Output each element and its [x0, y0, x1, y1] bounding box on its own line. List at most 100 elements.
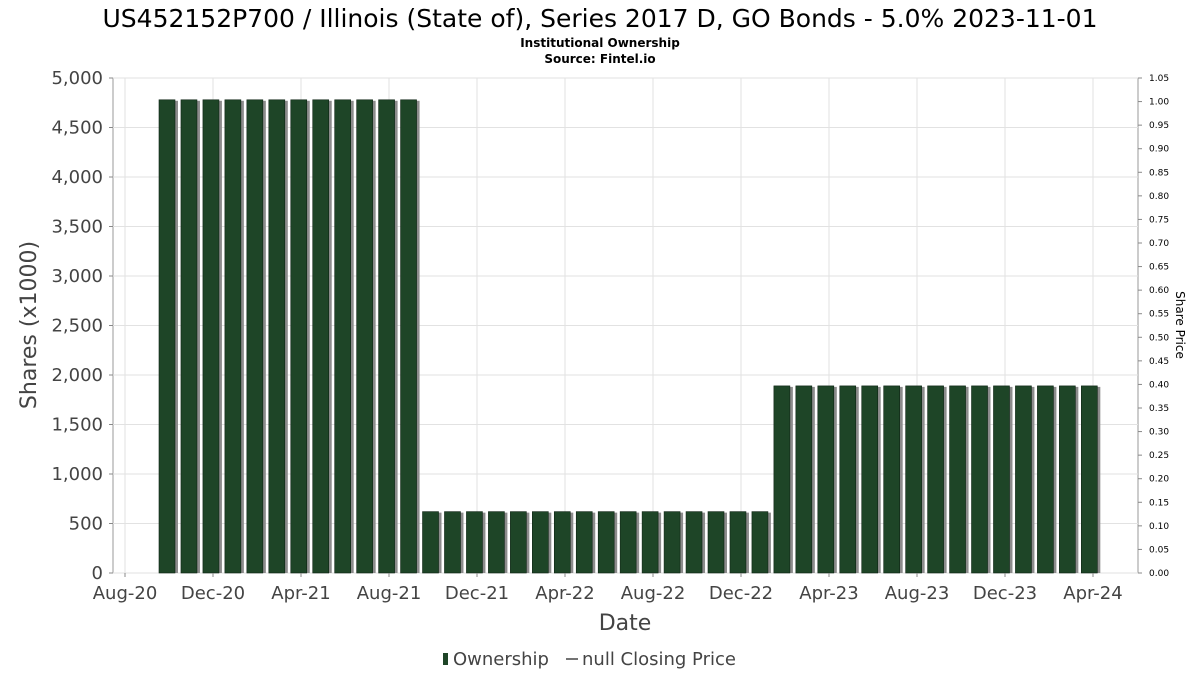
ownership-bar: [202, 99, 220, 574]
legend: Ownership null Closing Price: [443, 649, 736, 670]
ownership-bar: [422, 511, 439, 574]
y-tick-label: 2,000: [51, 365, 103, 386]
ownership-bar: [641, 511, 659, 574]
y-tick-label: 2,500: [51, 316, 103, 337]
ownership-bar: [334, 99, 351, 574]
x-axis-ticks: Aug-20 Dec-20 Apr-21 Aug-21 Dec-21 Apr-22 Aug-…: [93, 573, 1123, 604]
ownership-bar: [949, 385, 966, 574]
ownership-bar: [927, 385, 944, 574]
x-tick-label: Dec-21: [445, 583, 509, 604]
y2-axis-ticks: 0.00 0.05 0.10 0.15 0.20 0.25 0.30 0.35 0.40 0.45…: [1138, 74, 1169, 579]
legend-price-label: null Closing Price: [582, 649, 736, 670]
y-axis-label: Shares (x1000): [17, 241, 42, 409]
ownership-bar: [400, 99, 417, 574]
y-tick-label: 0: [92, 563, 103, 584]
chart-subtitle-2: Source: Fintel.io: [544, 52, 655, 66]
y2-tick-label: 0.25: [1149, 451, 1169, 461]
ownership-bar: [685, 511, 703, 574]
x-tick-label: Aug-22: [621, 583, 686, 604]
y2-tick-label: 0.75: [1149, 215, 1169, 225]
ownership-bar: [707, 511, 725, 574]
y-axis-ticks: 0 500 1,000 1,500 2,000 2,500 3,000 3,500 4,000 4…: [51, 68, 113, 584]
ownership-bar: [861, 385, 879, 574]
ownership-bar: [510, 511, 527, 574]
x-tick-label: Apr-21: [271, 583, 330, 604]
y2-tick-label: 0.95: [1149, 121, 1169, 131]
x-tick-label: Dec-23: [973, 583, 1037, 604]
y2-tick-label: 0.60: [1149, 286, 1169, 296]
y2-tick-label: 0.45: [1149, 357, 1169, 367]
ownership-bar: [663, 511, 681, 574]
x-tick-label: Apr-24: [1063, 583, 1122, 604]
chart-subtitle-1: Institutional Ownership: [520, 36, 680, 50]
y-tick-label: 1,500: [51, 415, 103, 436]
y2-tick-label: 0.80: [1149, 192, 1169, 202]
ownership-bar: [246, 99, 264, 574]
y2-tick-label: 1.05: [1149, 74, 1169, 84]
ownership-bar: [597, 511, 615, 574]
y-tick-label: 5,000: [51, 68, 103, 89]
ownership-bar: [180, 99, 198, 574]
y2-tick-label: 0.40: [1149, 380, 1169, 390]
ownership-bar: [839, 385, 857, 574]
ownership-bar: [466, 511, 483, 574]
y2-tick-label: 0.10: [1149, 522, 1169, 532]
ownership-bar: [224, 99, 242, 574]
legend-ownership-label: Ownership: [453, 649, 549, 670]
y2-tick-label: 0.55: [1149, 310, 1169, 320]
x-tick-label: Dec-20: [181, 583, 245, 604]
y-tick-label: 4,500: [51, 118, 103, 139]
ownership-bar: [773, 385, 791, 574]
y2-tick-label: 0.90: [1149, 145, 1169, 155]
y2-axis-label: Share Price: [1173, 291, 1187, 359]
y2-tick-label: 0.50: [1149, 333, 1169, 343]
ownership-bar: [795, 385, 813, 574]
ownership-bar: [444, 511, 461, 574]
y2-tick-label: 1.00: [1149, 98, 1169, 108]
ownership-bar: [312, 99, 330, 574]
y2-tick-label: 0.70: [1149, 239, 1169, 249]
ownership-bar: [729, 511, 747, 574]
y2-tick-label: 0.20: [1149, 475, 1169, 485]
x-axis-label: Date: [599, 611, 652, 636]
ownership-bar: [1037, 385, 1054, 574]
ownership-bar: [1081, 385, 1098, 574]
chart-title: US452152P700 / Illinois (State of), Seri…: [103, 4, 1098, 33]
x-tick-label: Apr-23: [799, 583, 858, 604]
y2-tick-label: 0.30: [1149, 428, 1169, 438]
ownership-bar: [1015, 385, 1032, 574]
ownership-bar: [575, 511, 593, 574]
y-tick-label: 1,000: [51, 464, 103, 485]
y2-tick-label: 0.35: [1149, 404, 1169, 414]
ownership-bar: [532, 511, 549, 574]
y2-tick-label: 0.00: [1149, 569, 1169, 579]
ownership-bar: [883, 385, 900, 574]
ownership-bar: [268, 99, 286, 574]
ownership-bar: [817, 385, 835, 574]
y-tick-label: 3,000: [51, 266, 103, 287]
x-tick-label: Aug-21: [357, 583, 422, 604]
y2-tick-label: 0.05: [1149, 545, 1169, 555]
y2-tick-label: 0.15: [1149, 498, 1169, 508]
ownership-bar: [488, 511, 505, 574]
legend-ownership-swatch: [443, 653, 448, 665]
bars-group: [158, 99, 1101, 574]
y-tick-label: 4,000: [51, 167, 103, 188]
ownership-bar: [290, 99, 308, 574]
ownership-bar: [1059, 385, 1076, 574]
ownership-bar: [619, 511, 637, 574]
x-tick-label: Dec-22: [709, 583, 773, 604]
ownership-bar: [751, 511, 769, 574]
x-tick-label: Aug-23: [885, 583, 950, 604]
ownership-bar: [971, 385, 988, 574]
ownership-bar: [356, 99, 373, 574]
x-tick-label: Apr-22: [535, 583, 594, 604]
y-tick-label: 500: [69, 514, 103, 535]
ownership-bar: [158, 99, 176, 574]
ownership-bar: [993, 385, 1010, 574]
y2-tick-label: 0.85: [1149, 168, 1169, 178]
ownership-bar: [905, 385, 922, 574]
ownership-bar: [553, 511, 571, 574]
x-tick-label: Aug-20: [93, 583, 158, 604]
